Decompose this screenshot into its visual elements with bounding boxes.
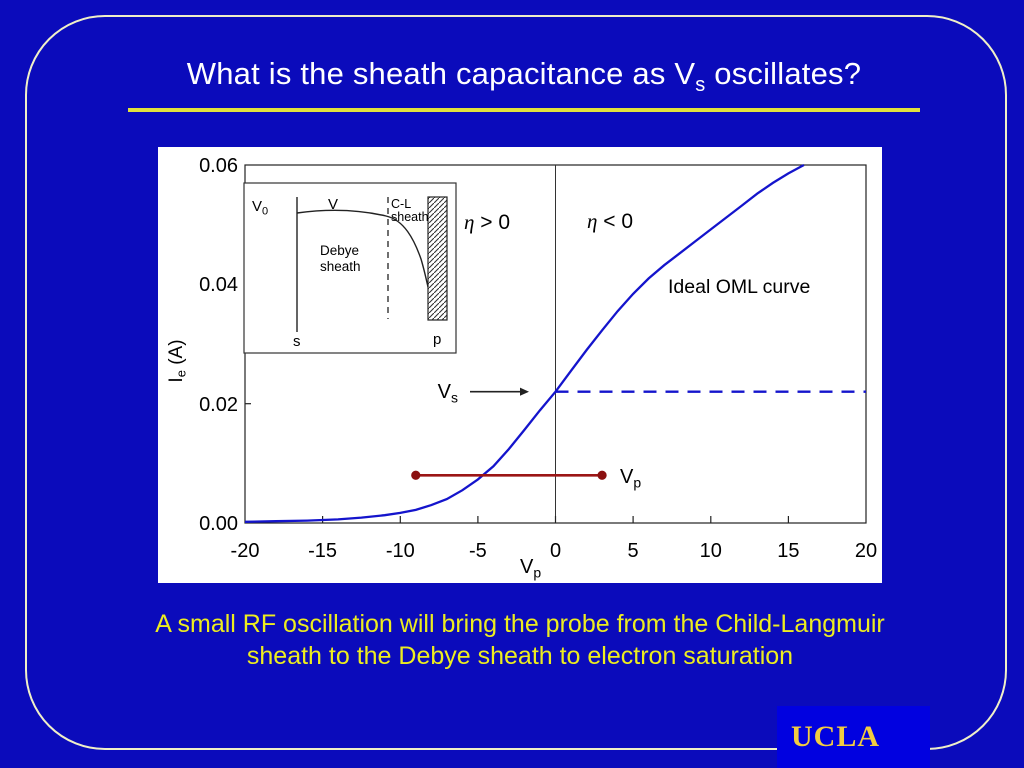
inset-potential-curve — [296, 209, 429, 288]
inset-debye-label-line2: sheath — [320, 259, 361, 274]
inset-v0-label: V0 — [252, 198, 268, 218]
x-tick: 5 — [628, 540, 639, 562]
inset-cl-label-line1: C-L — [391, 197, 411, 211]
slide-title: What is the sheath capacitance as Vs osc… — [28, 56, 1020, 97]
caption-line-1: A small RF oscillation will bring the pr… — [155, 610, 885, 638]
x-axis-label: Vp — [520, 556, 541, 581]
y-tick: 0.06 — [199, 155, 238, 177]
title-text: What is the sheath capacitance as V — [186, 56, 696, 91]
inset-p-label: p — [433, 331, 441, 348]
axis-ticks — [245, 403, 790, 523]
x-tick: 15 — [777, 540, 799, 562]
ucla-logo-text: UCLA — [791, 720, 881, 753]
x-tick: 0 — [550, 540, 561, 562]
title-subscript: s — [695, 74, 706, 96]
ideal-oml-curve — [244, 163, 805, 523]
x-tick: -5 — [469, 540, 487, 562]
eta-negative-label: η < 0 — [587, 209, 633, 233]
y-axis-label: Ie (A) — [166, 339, 189, 382]
x-tick: -20 — [231, 540, 260, 562]
vp-segment-right-dot — [597, 470, 607, 480]
vs-arrow-icon — [470, 387, 529, 396]
y-tick: 0.00 — [199, 513, 238, 535]
sheath-inset-diagram: V0 V C-L sheath Debye sheath s p — [243, 182, 457, 354]
x-tick: -10 — [386, 540, 415, 562]
slide-caption: A small RF oscillation will bring the pr… — [120, 608, 920, 672]
vp-label: Vp — [620, 466, 641, 491]
iv-chart: 0.06 0.04 0.02 0.00 -20 -15 -10 -5 0 5 1… — [166, 155, 878, 581]
inset-probe-hatched-bar — [427, 196, 448, 321]
eta-positive-label: η > 0 — [464, 210, 510, 234]
inset-cl-label-line2: sheath — [391, 210, 429, 224]
inset-v-label: V — [328, 196, 338, 213]
vp-segment-left-dot — [411, 470, 421, 480]
inset-debye-label-line1: Debye — [320, 243, 359, 258]
iv-curve-chart-panel: 0.06 0.04 0.02 0.00 -20 -15 -10 -5 0 5 1… — [158, 147, 882, 583]
vs-label: Vs — [438, 381, 458, 406]
inset-s-label: s — [293, 333, 301, 350]
title-text-end: oscillates? — [705, 56, 862, 91]
title-underline-rule — [128, 108, 920, 112]
caption-line-2: sheath to the Debye sheath to electron s… — [246, 642, 794, 670]
x-tick-labels: -20 -15 -10 -5 0 5 10 15 20 — [231, 540, 878, 562]
x-tick: 20 — [855, 540, 877, 562]
y-tick-labels: 0.06 0.04 0.02 0.00 — [199, 155, 238, 535]
y-tick: 0.02 — [199, 394, 238, 416]
y-tick: 0.04 — [199, 274, 238, 296]
slide-rounded-border — [25, 15, 1007, 750]
oml-curve-label: Ideal OML curve — [668, 276, 810, 298]
ucla-logo-box: UCLA — [777, 706, 930, 768]
x-tick: 10 — [700, 540, 722, 562]
x-tick: -15 — [308, 540, 337, 562]
